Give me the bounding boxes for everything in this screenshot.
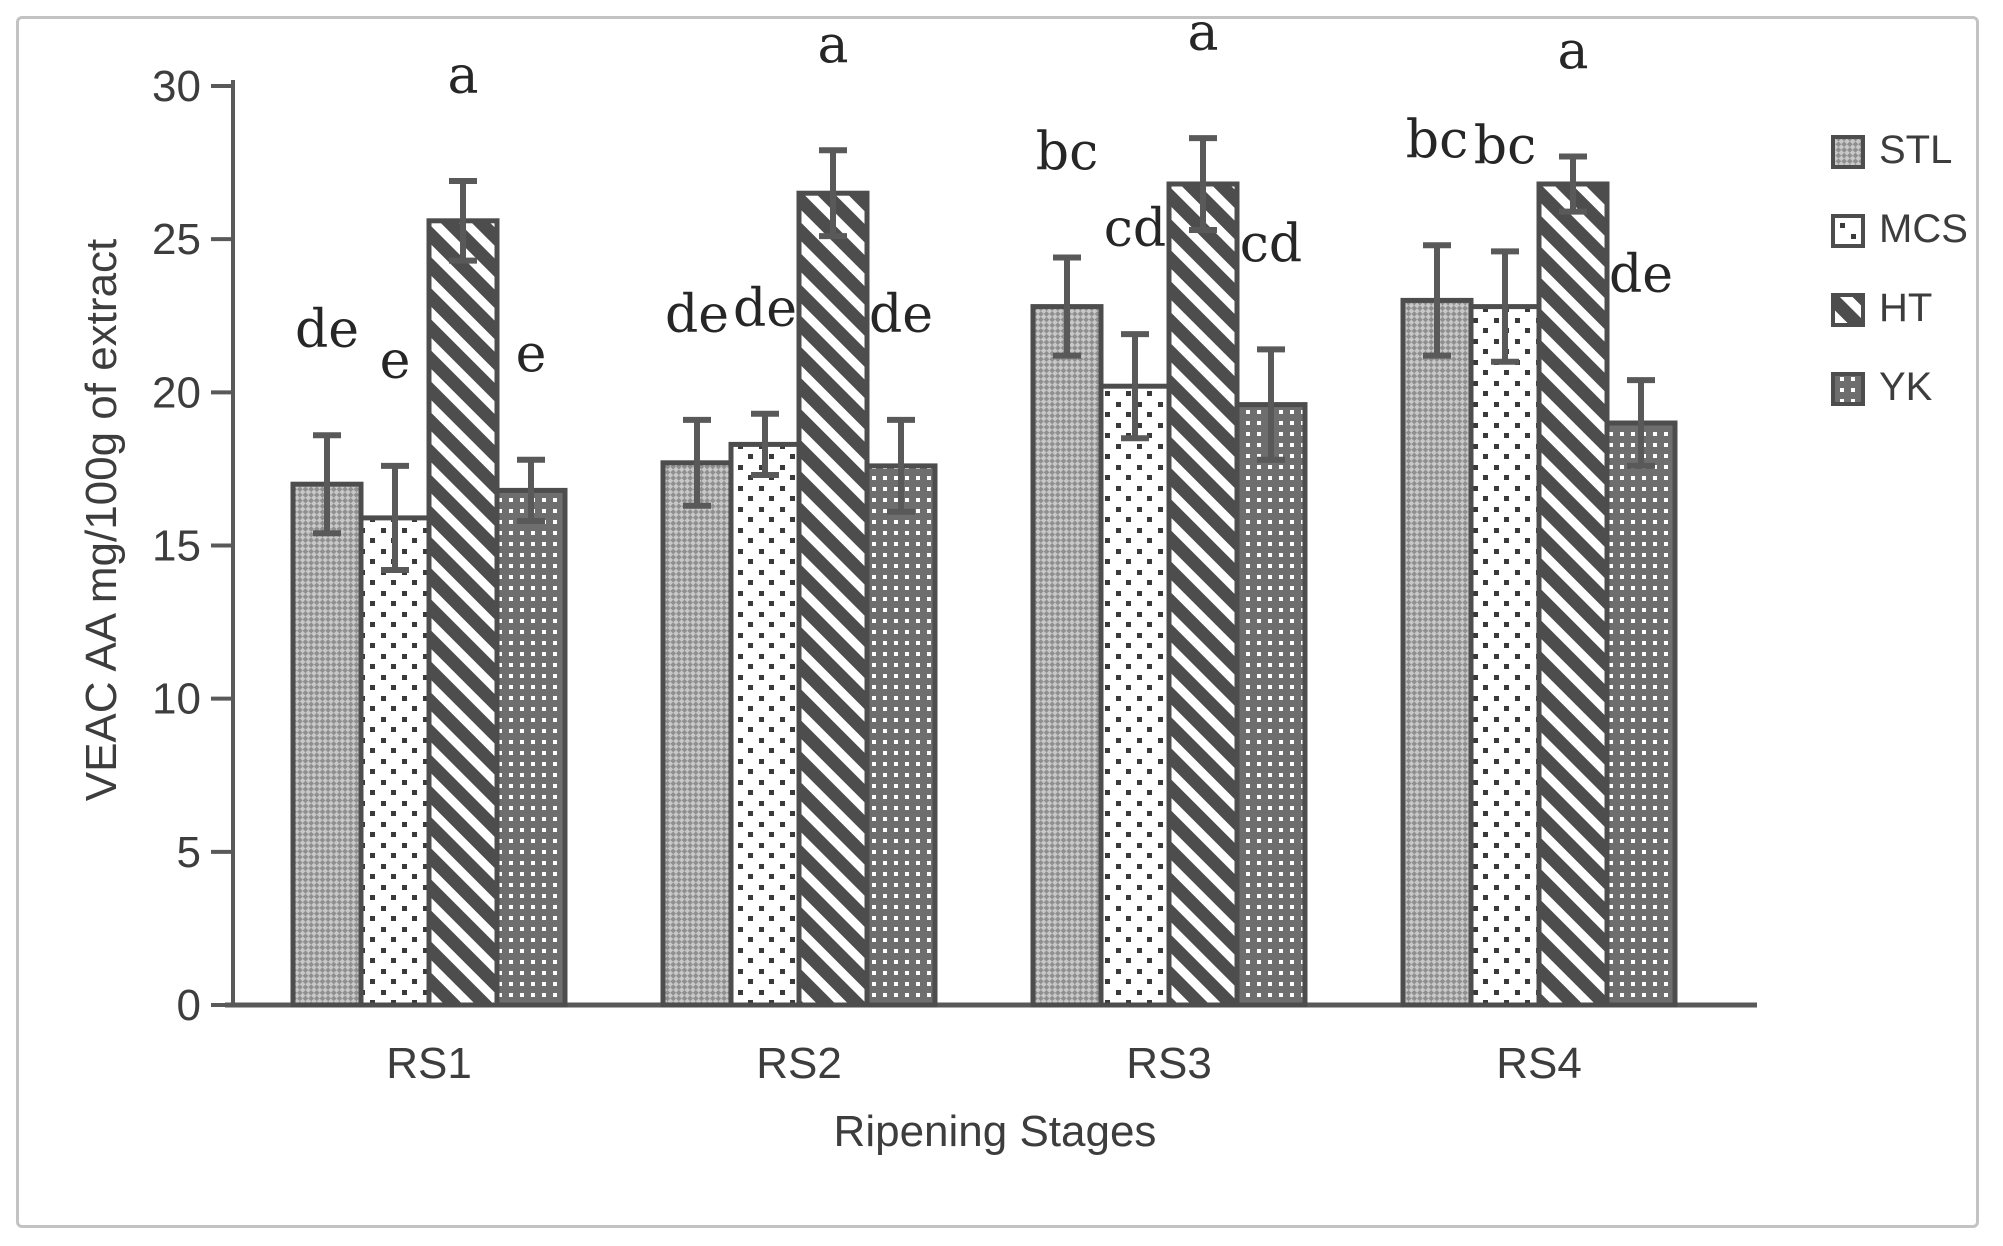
- sig-letter-RS3-STL: bc: [1036, 123, 1098, 183]
- sig-letter-RS2-MCS: de: [733, 279, 797, 339]
- legend-label-YK: YK: [1879, 365, 1933, 409]
- y-tick-label: 5: [177, 828, 201, 877]
- bar-RS4-HT: [1536, 181, 1610, 1008]
- y-tick-label: 20: [152, 368, 201, 417]
- sig-letter-RS4-MCS: bc: [1474, 116, 1536, 176]
- error-bar-RS2-MCS: [751, 410, 779, 478]
- x-axis-title: Ripening Stages: [834, 1107, 1157, 1156]
- legend-swatch-STL: [1831, 135, 1865, 169]
- error-bar-RS3-STL: [1053, 254, 1081, 359]
- y-tick-label: 25: [152, 215, 201, 264]
- bar-RS2-HT: [796, 190, 870, 1008]
- bar-RS3-MCS: [1098, 383, 1172, 1008]
- sig-letter-RS1-MCS: e: [380, 331, 411, 391]
- legend-swatch-MCS: [1831, 214, 1865, 248]
- sig-letter-RS2-YK: de: [869, 285, 933, 345]
- bar-RS2-MCS: [728, 441, 802, 1008]
- legend-swatch-YK: [1831, 372, 1865, 406]
- y-tick-label: 10: [152, 675, 201, 724]
- sig-letter-RS4-HT: a: [1557, 22, 1588, 82]
- error-bar-RS1-STL: [313, 432, 341, 537]
- legend-label-MCS: MCS: [1879, 207, 1968, 251]
- sig-letter-RS3-YK: cd: [1240, 214, 1302, 274]
- y-axis: [211, 80, 235, 1007]
- bar-RS4-MCS: [1468, 304, 1542, 1008]
- error-bar-RS2-HT: [819, 147, 847, 240]
- y-tick-labels: 0 5 10 15 20 25 30: [152, 62, 201, 1030]
- error-bar-RS1-YK: [517, 456, 545, 524]
- sig-letter-RS1-HT: a: [447, 46, 478, 106]
- error-bar-RS2-YK: [887, 416, 915, 515]
- sig-letter-RS2-HT: a: [817, 15, 848, 75]
- x-category-label-RS4: RS4: [1496, 1039, 1582, 1088]
- y-tick-label: 30: [152, 62, 201, 111]
- bar-RS1-MCS: [358, 515, 432, 1008]
- error-bar-RS1-MCS: [381, 462, 409, 573]
- error-bar-RS4-YK: [1627, 377, 1655, 469]
- error-bar-RS4-HT: [1559, 153, 1587, 215]
- x-category-label-RS2: RS2: [756, 1039, 842, 1088]
- sig-letter-RS3-MCS: cd: [1104, 199, 1166, 259]
- sig-letter-RS4-STL: bc: [1406, 110, 1468, 170]
- sig-letter-RS1-YK: e: [516, 325, 547, 385]
- sig-letter-RS4-YK: de: [1609, 245, 1673, 305]
- y-tick-label: 15: [152, 522, 201, 571]
- legend-swatch-HT: [1831, 293, 1865, 327]
- y-axis-title: VEAC AA mg/100g of extract: [77, 239, 126, 802]
- bar-RS2-STL: [660, 460, 734, 1008]
- bar-RS3-YK: [1234, 402, 1308, 1008]
- bar-RS1-HT: [426, 218, 500, 1008]
- error-bar-RS2-STL: [683, 416, 711, 509]
- error-bar-RS3-HT: [1189, 135, 1217, 233]
- bar-RS4-YK: [1604, 420, 1678, 1008]
- error-bar-RS1-HT: [449, 178, 477, 264]
- legend-label-STL: STL: [1879, 128, 1952, 172]
- bar-RS3-HT: [1166, 181, 1240, 1008]
- x-category-label-RS1: RS1: [386, 1039, 472, 1088]
- error-bar-RS4-STL: [1423, 242, 1451, 359]
- legend: STL MCS HT YK: [1831, 128, 1968, 409]
- error-bar-RS3-MCS: [1121, 331, 1149, 442]
- sig-letter-RS2-STL: de: [665, 285, 729, 345]
- bar-RS1-STL: [290, 481, 364, 1008]
- legend-label-HT: HT: [1879, 286, 1932, 330]
- bar-RS4-STL: [1400, 297, 1474, 1008]
- error-bar-RS4-MCS: [1491, 248, 1519, 365]
- error-bar-RS3-YK: [1257, 346, 1285, 463]
- y-tick-label: 0: [177, 981, 201, 1030]
- sig-letter-RS1-STL: de: [295, 300, 359, 360]
- sig-letter-RS3-HT: a: [1187, 3, 1218, 63]
- x-category-label-RS3: RS3: [1126, 1039, 1212, 1088]
- bar-RS1-YK: [494, 487, 568, 1008]
- bar-RS3-STL: [1030, 304, 1104, 1008]
- bar-RS2-YK: [864, 463, 938, 1008]
